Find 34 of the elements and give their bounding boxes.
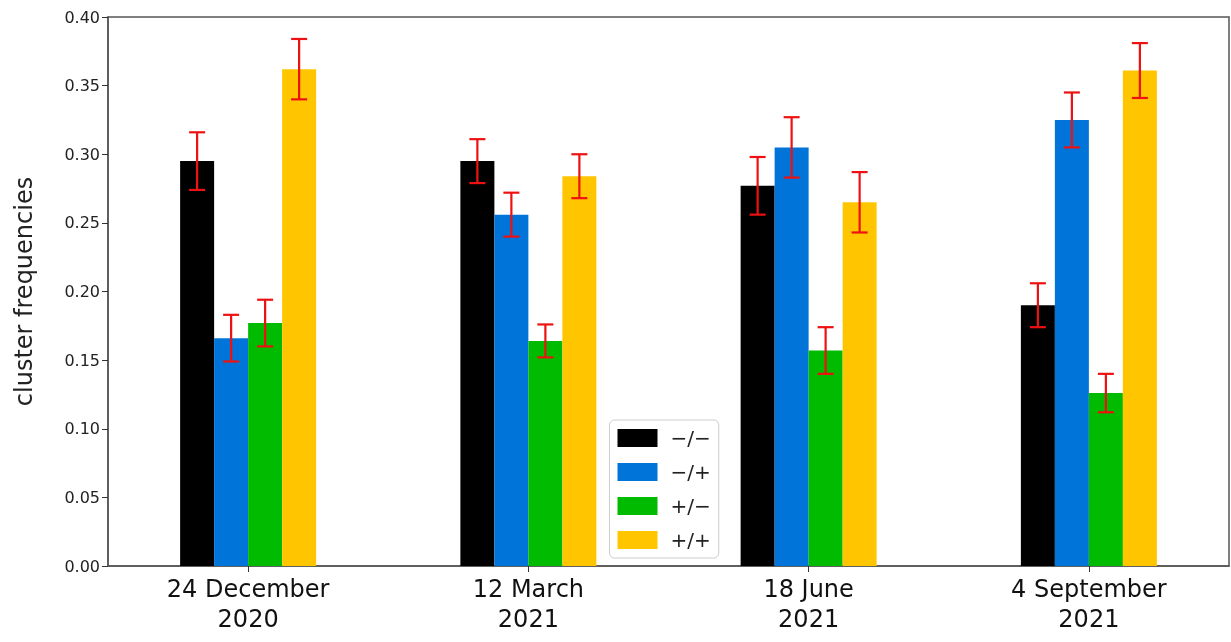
bar [494, 214, 529, 566]
bar [1020, 305, 1055, 566]
bar [282, 69, 317, 566]
y-tick-label: 0.10 [64, 419, 100, 439]
y-tick-label: 0.00 [64, 556, 100, 576]
bar [248, 323, 283, 566]
x-tick-label: 24 December 2020 [166, 575, 330, 633]
bar [740, 185, 775, 566]
bar [1088, 393, 1123, 566]
x-tick-label: 12 March 2021 [472, 575, 585, 633]
legend-label: +/− [670, 494, 711, 518]
y-tick-label: 0.25 [64, 213, 100, 233]
legend-label: +/+ [670, 528, 711, 552]
y-tick-label: 0.35 [64, 76, 100, 96]
y-axis-title: cluster frequencies [10, 176, 38, 407]
bar [1122, 70, 1157, 566]
legend-label: −/+ [670, 460, 711, 484]
bar [808, 350, 843, 566]
x-tick-label: 4 September 2021 [1011, 575, 1167, 633]
bar [842, 202, 877, 566]
x-tick-label: 18 June 2021 [763, 575, 854, 633]
y-tick-label: 0.20 [64, 282, 100, 301]
bar [180, 161, 215, 566]
bar [774, 147, 809, 566]
bar [562, 176, 597, 566]
y-tick-label: 0.15 [64, 350, 100, 370]
y-tick-label: 0.05 [64, 487, 100, 507]
legend-label: −/− [670, 426, 711, 450]
y-tick-label: 0.30 [64, 144, 100, 164]
bar [528, 340, 563, 566]
y-tick-label: 0.40 [64, 7, 100, 27]
bar [460, 161, 495, 566]
bar [214, 338, 249, 566]
bar [1054, 119, 1089, 566]
